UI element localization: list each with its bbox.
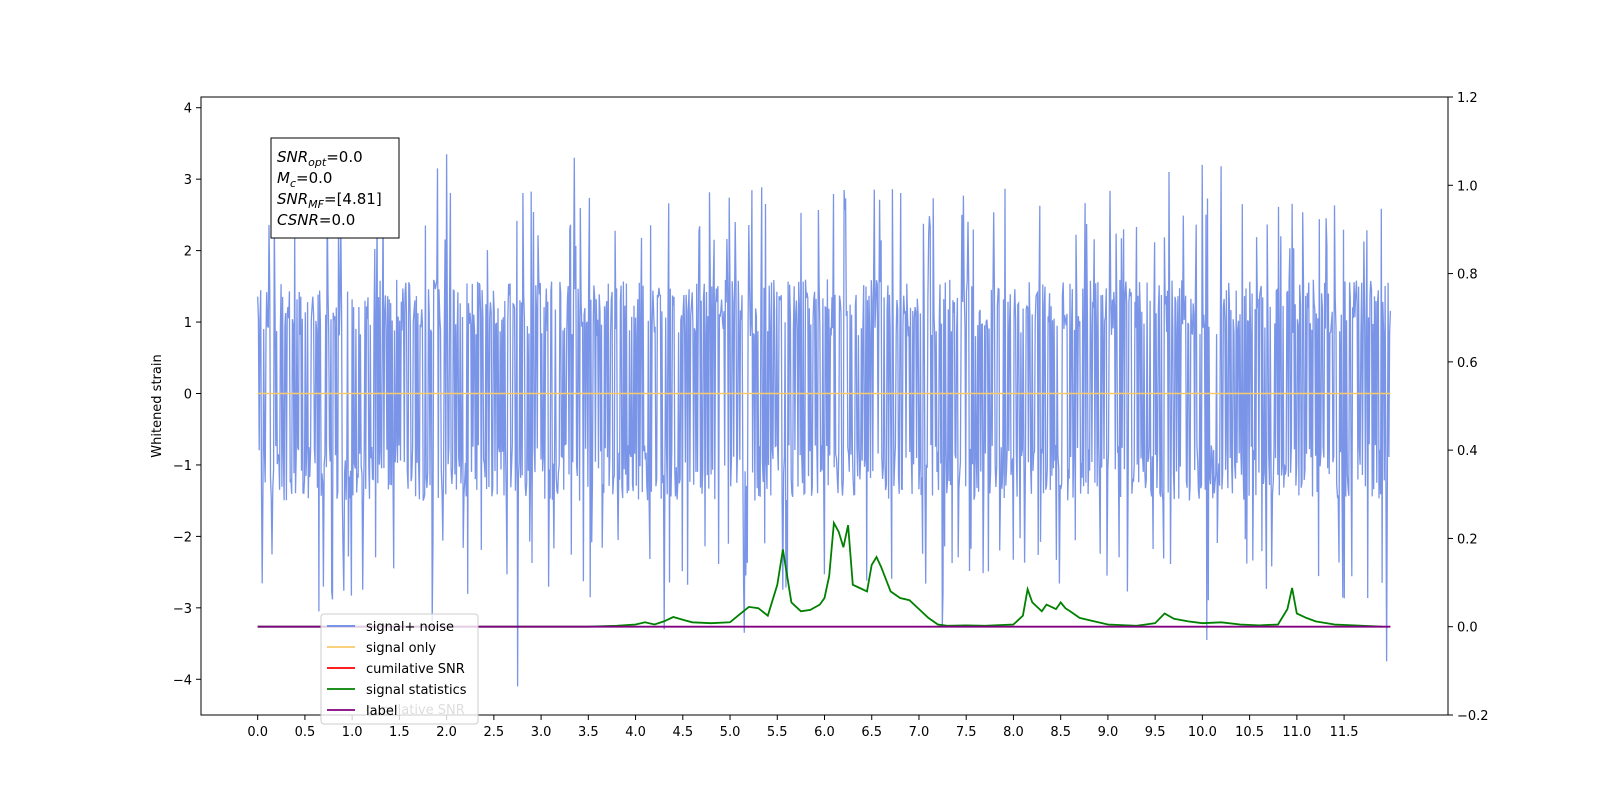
annotation-subscript: c [290,177,296,190]
x-tick-label: 7.0 [909,725,930,740]
x-tick-label: 9.5 [1145,725,1166,740]
y2-tick-label: 0.8 [1457,268,1478,283]
legend: cumilative SNR signal+ noise signal only c… [320,613,479,725]
x-tick-label: 2.5 [484,725,505,740]
y-tick-label: −3 [173,602,192,617]
noise-trace [257,154,1392,687]
x-tick-label: 7.5 [956,725,977,740]
legend-label: label [366,704,397,719]
x-tick-label: 6.5 [861,725,882,740]
annotation-line: SNRMF=[4.81] [277,190,382,211]
annotation-subscript: opt [308,156,327,169]
annotation-symbol: SNR [277,148,308,166]
x-tick-label: 0.5 [295,725,316,740]
series-signal-plus-noise [257,154,1392,687]
x-tick-label: 8.0 [1003,725,1024,740]
x-tick-label: 1.0 [342,725,363,740]
y-tick-label: −4 [173,673,192,688]
x-tick-label: 5.5 [767,725,788,740]
y2-tick-label: 0.4 [1457,444,1478,459]
x-tick-label: 4.0 [625,725,646,740]
y2-tick-label: 0.6 [1457,356,1478,371]
y-axis-left: −4 −3 −2 −1 0 1 2 3 4 [173,102,201,688]
x-tick-label: 3.5 [578,725,599,740]
y-tick-label: 0 [184,387,192,402]
legend-frame [320,613,479,725]
y-axis-right: −0.2 0.0 0.2 0.4 0.6 0.8 1.0 1.2 [1448,91,1489,724]
x-tick-label: 11.0 [1282,725,1311,740]
legend-label: signal statistics [366,683,467,698]
annotation-line: CSNR=0.0 [277,211,355,229]
y-tick-label: 1 [184,316,192,331]
annotation-value: =0.0 [319,211,355,229]
series-line-3 [257,519,1382,628]
legend-label: signal+ noise [366,620,454,635]
annotation-line: Mc=0.0 [277,169,332,190]
y-tick-label: 4 [184,102,192,117]
annotation-symbol: SNR [277,190,308,208]
y2-tick-label: 0.2 [1457,532,1478,547]
x-tick-label: 10.5 [1235,725,1264,740]
annotation-symbol: CSNR [277,211,319,229]
annotation-value: =[4.81] [324,190,382,208]
annotation-value: =0.0 [326,148,362,166]
x-tick-label: 8.5 [1050,725,1071,740]
y-tick-label: −2 [173,530,192,545]
y-tick-label: 2 [184,245,192,260]
y-axis-label: Whitened strain [150,354,165,457]
annotation-subscript: MF [308,198,324,211]
x-tick-label: 0.0 [247,725,268,740]
x-axis: 0.0 0.5 1.0 1.5 2.0 2.5 3.0 3.5 4.0 4.5 5.0 5.5 6.0 6… [247,715,1359,740]
y2-tick-label: 0.0 [1457,621,1478,636]
x-tick-label: 11.5 [1330,725,1359,740]
legend-ghost-text: cumilative SNR [366,703,465,718]
y2-tick-label: 1.0 [1457,179,1478,194]
y-tick-label: −1 [173,459,192,474]
x-tick-label: 3.0 [531,725,552,740]
annotation-line: SNRopt=0.0 [277,148,363,169]
x-tick-label: 4.5 [672,725,693,740]
y2-tick-label: −0.2 [1457,709,1489,724]
annotation-symbol: M [277,169,290,187]
x-tick-label: 10.0 [1188,725,1217,740]
x-tick-label: 5.0 [720,725,741,740]
y2-tick-label: 1.2 [1457,91,1478,106]
x-tick-label: 6.0 [814,725,835,740]
x-tick-label: 2.0 [436,725,457,740]
annotation-value: =0.0 [296,169,332,187]
legend-label: cumilative SNR [366,662,465,677]
x-tick-label: 9.0 [1098,725,1119,740]
x-tick-label: 1.5 [389,725,410,740]
y-tick-label: 3 [184,173,192,188]
legend-label: signal only [366,641,436,656]
